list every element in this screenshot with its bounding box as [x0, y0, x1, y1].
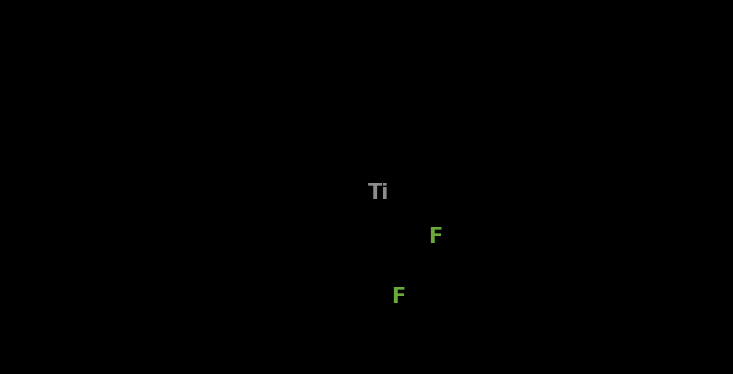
Text: Ti: Ti	[368, 183, 389, 203]
Text: F: F	[391, 287, 405, 307]
Text: F: F	[429, 227, 443, 247]
